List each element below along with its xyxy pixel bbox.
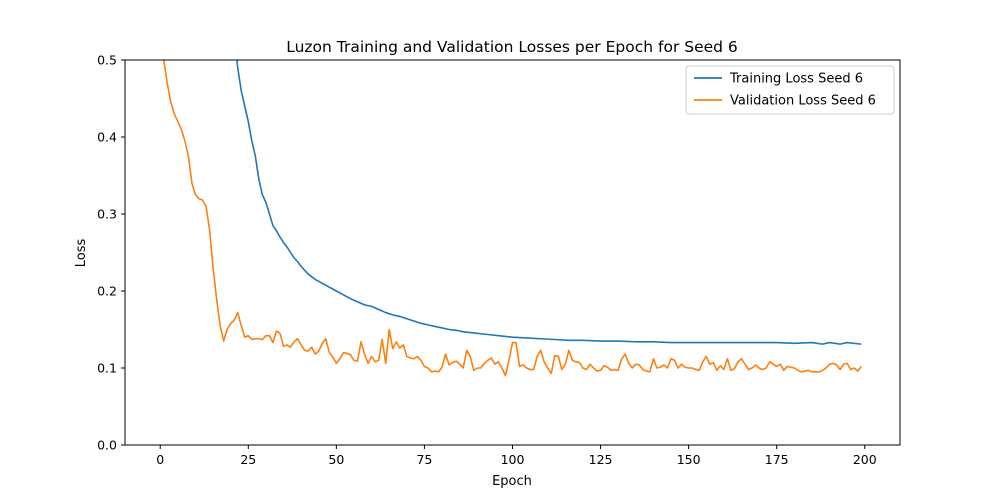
legend-label: Validation Loss Seed 6: [730, 94, 876, 109]
y-tick-label: 0.5: [97, 53, 117, 68]
chart-title: Luzon Training and Validation Losses per…: [286, 38, 738, 56]
x-tick-label: 50: [328, 452, 344, 467]
y-tick-label: 0.0: [97, 438, 117, 453]
x-tick-label: 0: [156, 452, 164, 467]
x-tick-label: 25: [240, 452, 256, 467]
x-tick-label: 75: [416, 452, 432, 467]
series-line-training-loss: [236, 60, 862, 345]
y-axis: 0.0 0.1 0.2 0.3 0.4 0.5: [97, 53, 125, 453]
series-layer: [162, 60, 862, 377]
x-tick-label: 125: [589, 452, 613, 467]
y-tick-label: 0.1: [97, 361, 117, 376]
x-tick-label: 100: [501, 452, 525, 467]
y-tick-label: 0.3: [97, 207, 117, 222]
series-line-validation-loss: [162, 60, 862, 377]
x-axis-title: Epoch: [492, 474, 532, 489]
legend: Training Loss Seed 6 Validation Loss Seed…: [685, 65, 895, 115]
x-tick-label: 200: [853, 452, 877, 467]
y-tick-label: 0.2: [97, 284, 117, 299]
y-tick-label: 0.4: [97, 130, 117, 145]
x-axis: 0 25 50 75 100 125 150 175 200: [156, 445, 877, 467]
x-tick-label: 175: [765, 452, 789, 467]
x-tick-label: 150: [677, 452, 701, 467]
y-axis-title: Loss: [74, 239, 89, 268]
legend-label: Training Loss Seed 6: [729, 72, 863, 87]
legend-box: [685, 65, 895, 115]
